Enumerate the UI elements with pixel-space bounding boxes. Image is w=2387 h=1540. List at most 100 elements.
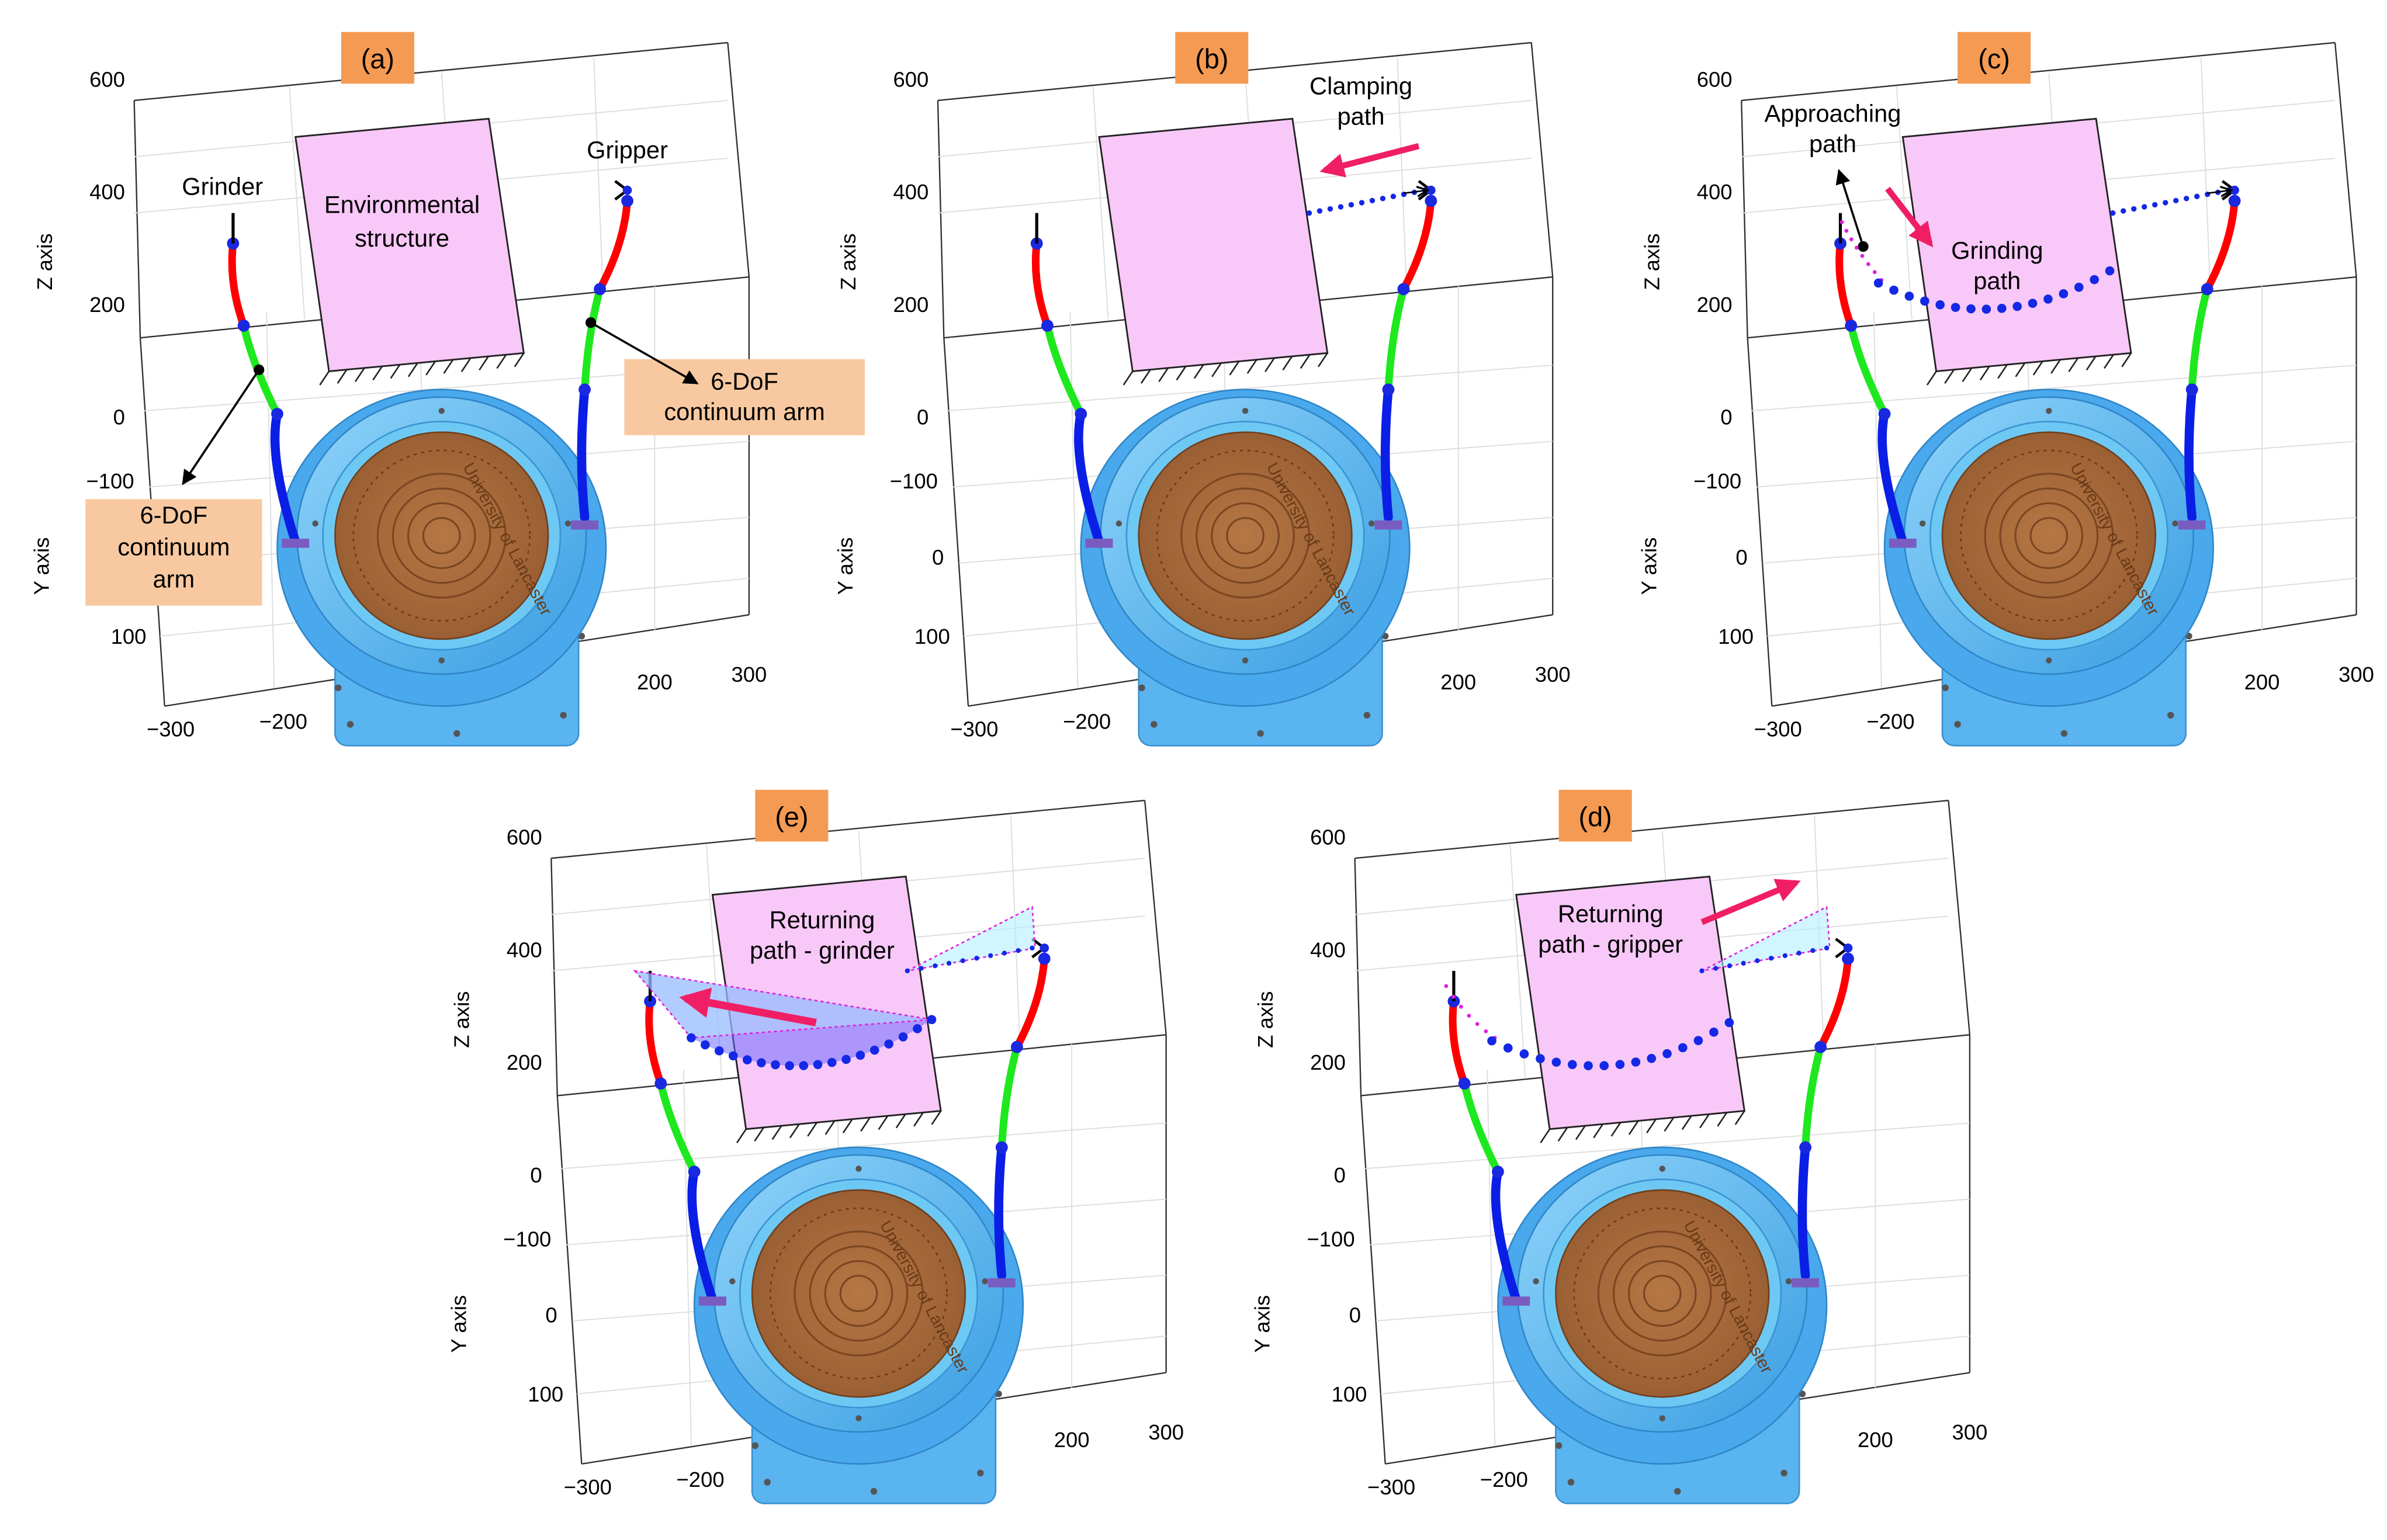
approach-path-dot (1458, 1004, 1463, 1009)
approach-path-dot (1484, 1029, 1488, 1033)
ring-screw (1785, 1278, 1792, 1285)
right-arm-section (2203, 197, 2239, 293)
gripper-path-dot (1741, 960, 1746, 966)
returning-grinder-dot (799, 1061, 809, 1070)
approaching-label: Approaching (1765, 99, 1901, 127)
mount-screw (1257, 730, 1264, 737)
grid-line (1750, 365, 2357, 412)
axis-box-edge (943, 338, 969, 706)
mount-screw (1151, 721, 1158, 728)
ground-hatch (1699, 1114, 1710, 1129)
axis-box-edge (1354, 799, 1949, 859)
gripper-path-dot (1768, 955, 1774, 961)
approach-dot (1858, 241, 1869, 252)
mount-screw (977, 1469, 984, 1477)
ground-hatch (931, 1110, 942, 1125)
arm-flange (1889, 539, 1917, 548)
ring-screw (438, 657, 445, 664)
grinding-path-dot (1966, 304, 1976, 314)
returning-gripper-dot (1536, 1054, 1545, 1063)
z-tick-label: 200 (1697, 293, 1733, 317)
ground-hatch (2085, 356, 2097, 371)
ground-hatch (372, 366, 383, 381)
ring-screw (855, 1415, 862, 1421)
ring-screw (312, 520, 318, 527)
disk-ring (1627, 1260, 1697, 1327)
ground-hatch (443, 359, 454, 374)
left-arm-joint (271, 408, 283, 420)
returning-gripper-dot (1599, 1061, 1609, 1070)
gripper-sweep-area (907, 906, 1036, 972)
returning-gripper-dot (1693, 1036, 1703, 1045)
returning-gripper-dot (1519, 1049, 1529, 1059)
arm-label-box (624, 359, 865, 435)
right-arm-joint (1397, 283, 1410, 296)
axis-box-edge (1948, 800, 1971, 1035)
robot-base-disk (1941, 431, 2156, 640)
right-arm-joint (1799, 1141, 1812, 1154)
right-arm-section (1384, 285, 1408, 394)
right-arm-joint (621, 195, 633, 207)
clamping-path-dot (1306, 210, 1312, 216)
axis-box-edge (1741, 100, 1748, 338)
ground-hatch (319, 370, 330, 386)
returning-gripper-dot (1709, 1027, 1719, 1037)
grinding-arrow (1885, 186, 1934, 248)
ground-hatch (354, 367, 365, 383)
axis-box-edge (551, 799, 1145, 859)
clamping-path-dot (2152, 202, 2158, 208)
panel-c: 600 400 200 0 −100 0 100 −300 −200 200 300 Z axis Y … (1637, 32, 2374, 747)
arm-label: 6-DoF (140, 501, 207, 529)
left-arm-section (1847, 321, 1889, 418)
mount-screw (1363, 712, 1371, 719)
y-tick-label: 100 (1332, 1382, 1367, 1406)
returning-label: Returning (770, 906, 875, 934)
right-arm-section (1013, 955, 1048, 1051)
grinding-label: Grinding (1951, 237, 2043, 264)
pointer-dot (254, 364, 265, 376)
ground-hatch (1717, 1112, 1728, 1127)
clamping-path-dot (1338, 204, 1344, 210)
ground-hatch (913, 1112, 924, 1127)
grinding-path-dot (2043, 294, 2053, 304)
z-axis-title: Z axis (450, 991, 474, 1048)
ground-hatch (390, 364, 401, 379)
ground-hatch (1318, 352, 1328, 367)
grinding-path-dot (2012, 301, 2022, 311)
arm-flange (1502, 1296, 1530, 1306)
returning-grinder-dot (701, 1040, 710, 1050)
arm-label-box (85, 499, 262, 606)
clamping-path-dot (2110, 210, 2116, 216)
mount-screw (453, 730, 460, 737)
y-axis-title: Y axis (1250, 1295, 1274, 1353)
gripper-label: Gripper (587, 136, 668, 164)
y-tick-label: 0 (1735, 545, 1747, 569)
approach-arrow (1835, 169, 1865, 247)
x-tick-label: 200 (1858, 1428, 1893, 1452)
gripper-tip (1040, 943, 1049, 953)
returning-gripper-dot (1584, 1061, 1593, 1070)
axis-box-edge (1360, 1095, 1386, 1464)
x-tick-label: −200 (259, 710, 307, 734)
panel-tag: (c) (1978, 44, 2010, 74)
structure-label: Environmental (324, 191, 480, 218)
returning-grinder-dot (898, 1032, 908, 1042)
mount-screw (1555, 1442, 1563, 1449)
y-axis-title: Y axis (833, 537, 857, 595)
grinding-path-dot (1997, 304, 2007, 313)
gripper-path-dot (1782, 953, 1788, 958)
x-tick-label: −300 (950, 717, 998, 741)
grinding-path-dot (2028, 299, 2038, 308)
y-tick-label: 0 (932, 545, 944, 569)
clamping-path-dot (2142, 204, 2147, 210)
pointer-arrow (182, 369, 260, 485)
mount-screw (1674, 1487, 1681, 1495)
ring-screw (1659, 1415, 1665, 1421)
approach-path-dot (1854, 245, 1859, 250)
disk-ring (407, 502, 476, 570)
z-tick-label: 400 (1697, 180, 1733, 204)
panel-e: 600 400 200 0 −100 0 100 −300 −200 200 300 Z axis Y … (446, 789, 1184, 1504)
ring-screw (2046, 657, 2052, 664)
z-tick-label: 600 (1697, 67, 1733, 91)
